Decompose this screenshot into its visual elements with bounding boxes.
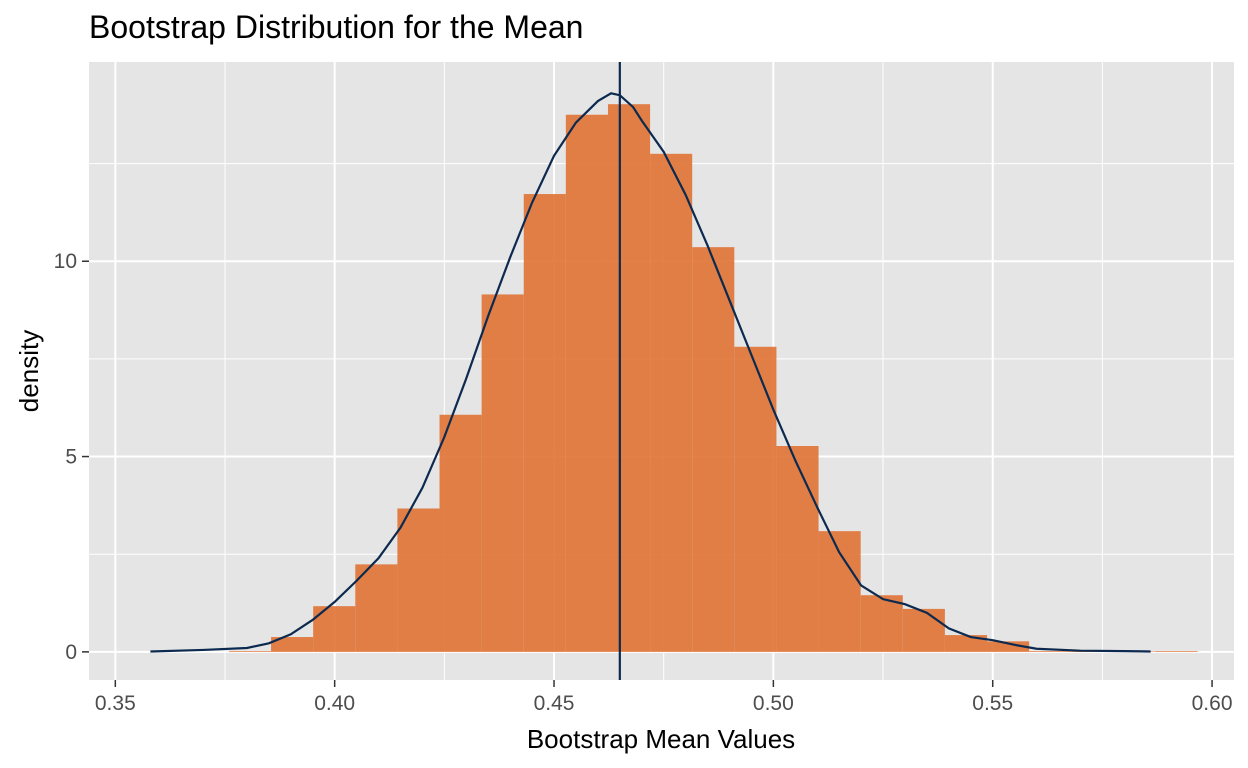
x-tick-label: 0.60 xyxy=(1192,692,1233,715)
histogram-bar xyxy=(650,153,693,652)
histogram-bar xyxy=(734,346,777,652)
histogram-bar xyxy=(692,247,735,652)
chart-title: Bootstrap Distribution for the Mean xyxy=(89,9,583,45)
histogram-bar xyxy=(1155,651,1198,652)
histogram-bar xyxy=(987,641,1030,652)
x-tick-label: 0.45 xyxy=(534,692,575,715)
histogram-bar xyxy=(776,446,819,652)
histogram-bar xyxy=(944,635,988,652)
histogram-bar xyxy=(355,564,398,652)
y-tick-label: 5 xyxy=(65,446,77,469)
x-axis-ticks: 0.35 0.40 0.45 0.50 0.55 0.60 xyxy=(95,680,1233,715)
histogram-bar xyxy=(439,414,482,652)
histogram-bar xyxy=(565,114,608,652)
x-tick-label: 0.55 xyxy=(972,692,1013,715)
x-axis-label: Bootstrap Mean Values xyxy=(527,724,795,754)
x-tick-label: 0.50 xyxy=(753,692,794,715)
histogram-bar xyxy=(271,637,314,652)
histogram-bar xyxy=(523,194,566,652)
histogram-bars xyxy=(228,104,1198,652)
x-tick-label: 0.40 xyxy=(314,692,355,715)
histogram-bar xyxy=(902,608,945,652)
histogram-bar xyxy=(860,595,903,652)
histogram-bar xyxy=(607,104,651,652)
y-axis-ticks: 0 5 10 xyxy=(54,250,89,664)
density-curve xyxy=(150,92,1151,653)
histogram-bar xyxy=(818,531,861,652)
histogram-bar xyxy=(397,508,440,652)
histogram-bar xyxy=(228,651,272,652)
y-tick-label: 10 xyxy=(54,250,77,273)
histogram-bar xyxy=(1029,651,1072,652)
y-tick-label: 0 xyxy=(65,641,77,664)
histogram-bar xyxy=(481,294,524,652)
y-axis-label: density xyxy=(14,330,44,412)
x-tick-label: 0.35 xyxy=(95,692,136,715)
